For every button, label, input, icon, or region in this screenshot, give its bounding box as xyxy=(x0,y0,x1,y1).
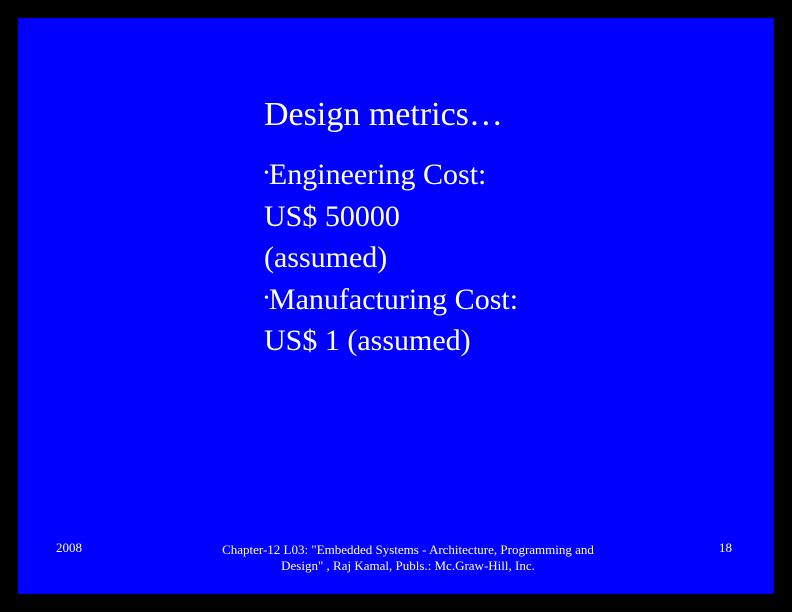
bullet-1-line-1: •Engineering Cost: xyxy=(264,156,594,194)
slide-title: Design metrics… xyxy=(264,96,503,134)
bullet-1-text-1: Engineering Cost: xyxy=(269,158,486,191)
bullet-2-line-1: •Manufacturing Cost: xyxy=(264,281,594,319)
slide-body: •Engineering Cost: US$ 50000 (assumed) •… xyxy=(264,156,594,364)
bullet-1-line-3: (assumed) xyxy=(264,239,594,277)
slide-background: Design metrics… •Engineering Cost: US$ 5… xyxy=(18,18,774,594)
bullet-2-line-2: US$ 1 (assumed) xyxy=(264,322,594,360)
bullet-1-line-2: US$ 50000 xyxy=(264,198,594,236)
bullet-mark-2: • xyxy=(264,291,269,306)
bullet-2-text-1: Manufacturing Cost: xyxy=(269,283,518,316)
footer-citation: Chapter-12 L03: "Embedded Systems - Arch… xyxy=(208,542,608,575)
footer-year: 2008 xyxy=(56,540,82,556)
bullet-mark-1: • xyxy=(264,166,269,181)
footer-page-number: 18 xyxy=(719,540,732,556)
slide-outer: Design metrics… •Engineering Cost: US$ 5… xyxy=(0,0,792,612)
